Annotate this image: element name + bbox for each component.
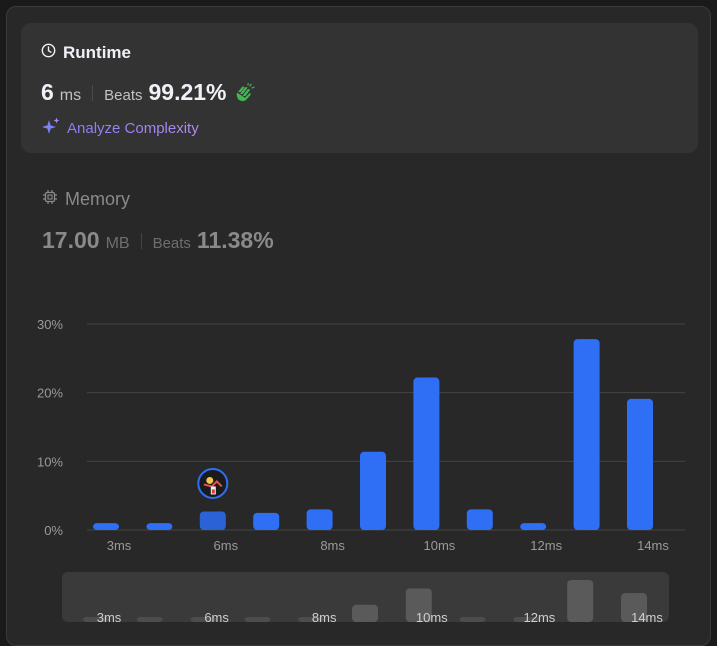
histogram-bar[interactable] [307, 509, 333, 530]
overview-tick-label: 6ms [204, 610, 229, 625]
submission-stats-panel: Runtime 6 ms Beats 99.21% [6, 6, 711, 646]
histogram-bar[interactable] [93, 523, 119, 530]
overview-tick-label: 14ms [631, 610, 663, 625]
histogram-bar[interactable] [574, 339, 600, 530]
histogram-bar[interactable] [253, 513, 279, 530]
y-tick-label: 0% [44, 523, 63, 538]
x-tick-label: 3ms [107, 538, 132, 553]
overview-bar [137, 617, 163, 622]
user-avatar-marker[interactable] [198, 469, 227, 498]
histogram-bar[interactable] [627, 399, 653, 530]
histogram-bar[interactable] [467, 509, 493, 530]
overview-bar [460, 617, 486, 622]
x-tick-label: 10ms [424, 538, 456, 553]
overview-tick-label: 12ms [524, 610, 556, 625]
x-tick-label: 12ms [530, 538, 562, 553]
overview-bar [244, 617, 270, 622]
x-tick-label: 14ms [637, 538, 669, 553]
overview-bar [567, 580, 593, 622]
x-tick-label: 6ms [214, 538, 239, 553]
histogram-bar[interactable] [520, 523, 546, 530]
overview-tick-label: 3ms [97, 610, 122, 625]
histogram-bar[interactable] [413, 378, 439, 530]
avatar-figure-head [206, 477, 213, 484]
y-tick-label: 30% [37, 317, 63, 332]
overview-tick-label: 8ms [312, 610, 337, 625]
histogram-bar[interactable] [200, 511, 226, 530]
histogram-bar[interactable] [146, 523, 172, 530]
y-tick-label: 10% [37, 454, 63, 469]
runtime-distribution-chart[interactable]: 0% 10% 20% 30% 3ms 6ms 8ms 10ms 12ms 14ms 3ms 6ms 8… [7, 7, 711, 646]
x-tick-label: 8ms [320, 538, 345, 553]
histogram-bar[interactable] [360, 452, 386, 530]
y-tick-label: 20% [37, 386, 63, 401]
overview-bar [352, 605, 378, 622]
overview-tick-label: 10ms [416, 610, 448, 625]
avatar-figure-detail [212, 489, 215, 493]
